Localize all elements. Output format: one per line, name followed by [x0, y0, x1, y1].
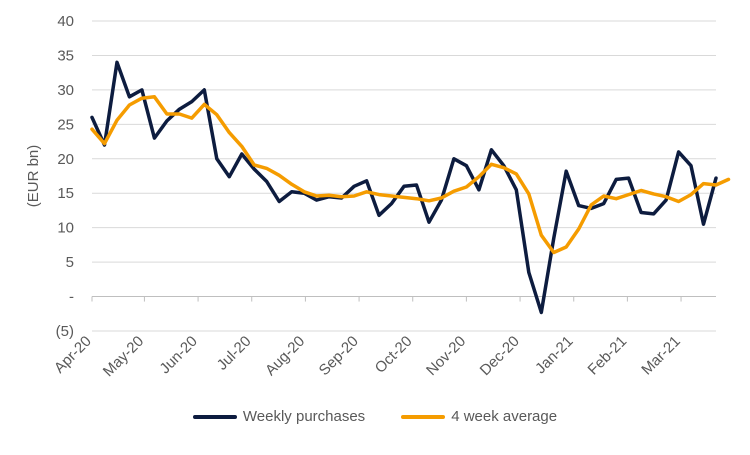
x-tick-label: Sep-20	[316, 333, 362, 379]
y-tick-label: 20	[57, 151, 74, 168]
y-tick-labels: 40 35 30 25 20 15 10 5 - (5)	[56, 13, 74, 340]
y-tick-label: (5)	[56, 323, 74, 340]
legend-swatch-4-week-average	[401, 414, 446, 419]
series-lines	[90, 60, 731, 315]
legend-label-weekly-purchases: Weekly purchases	[242, 408, 366, 425]
y-tick-label: 5	[66, 254, 74, 271]
x-tick-label: Jun-20	[156, 333, 200, 377]
legend-swatch-weekly-purchases	[192, 414, 237, 419]
x-tick-label: Oct-20	[372, 333, 416, 377]
x-tick-label: Feb-21	[585, 333, 631, 379]
y-tick-label: 40	[57, 13, 74, 30]
y-tick-label: 30	[57, 82, 74, 99]
x-tick-label: Mar-21	[638, 333, 684, 379]
y-axis-label: (EUR bn)	[25, 145, 42, 208]
y-tick-label: 10	[57, 220, 74, 237]
x-tick-label: Jan-21	[532, 333, 576, 377]
legend-item-weekly-purchases: Weekly purchases	[192, 408, 366, 425]
x-tick-label: Aug-20	[262, 333, 308, 379]
legend-label-4-week-average: 4 week average	[451, 408, 558, 425]
y-tick-label: -	[69, 289, 74, 306]
gridlines	[92, 20, 716, 332]
series-line-4-week-average	[90, 95, 731, 255]
legend-item-4-week-average: 4 week average	[401, 408, 557, 425]
axes	[91, 296, 716, 302]
x-tick-label: May-20	[100, 333, 147, 380]
x-tick-label: Nov-20	[423, 333, 469, 379]
y-tick-label: 25	[57, 116, 74, 133]
x-tick-label: Dec-20	[477, 333, 523, 379]
legend: Weekly purchases 4 week average	[0, 408, 750, 425]
x-tick-labels: Apr-20 May-20 Jun-20 Jul-20 Aug-20 Sep-20 Oct-…	[51, 333, 684, 380]
x-tick-label: Jul-20	[214, 333, 255, 374]
y-tick-label: 15	[57, 185, 74, 202]
series-line-weekly-purchases	[90, 60, 718, 315]
y-tick-label: 35	[57, 47, 74, 64]
